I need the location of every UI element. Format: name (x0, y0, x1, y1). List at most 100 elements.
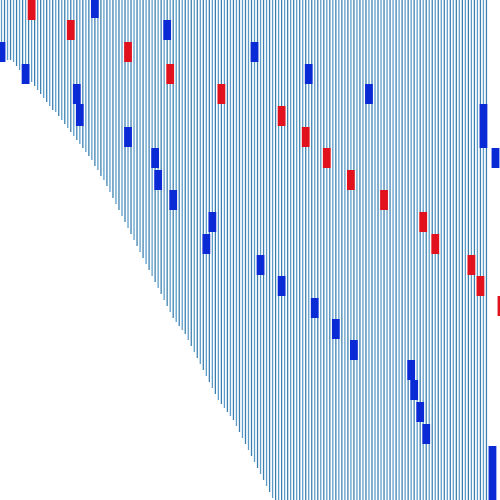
blue-marker (21, 64, 30, 84)
range-bar (130, 0, 132, 234)
range-bar (97, 0, 99, 170)
range-bar (365, 0, 367, 500)
range-bar (311, 0, 313, 500)
range-bar (12, 0, 15, 62)
range-bar (226, 0, 229, 412)
range-bar (443, 0, 445, 500)
blue-marker (410, 380, 419, 400)
range-bar (178, 0, 180, 326)
range-bar (353, 0, 355, 500)
range-bar (449, 0, 451, 500)
range-bar (241, 0, 244, 438)
red-marker (166, 64, 175, 84)
range-bar (440, 0, 442, 500)
range-bar (253, 0, 256, 462)
range-bar (142, 0, 144, 258)
range-bar (73, 0, 75, 136)
range-bar (238, 0, 241, 432)
range-bar (76, 0, 78, 140)
red-marker (431, 234, 440, 254)
range-bar (139, 0, 141, 252)
range-bar (250, 0, 253, 456)
red-marker (301, 127, 310, 147)
range-bar (70, 0, 72, 132)
range-bar (175, 0, 177, 322)
range-bar (392, 0, 394, 500)
range-bar (284, 0, 286, 500)
red-marker (497, 296, 500, 316)
range-bar (467, 0, 470, 500)
blue-marker (163, 20, 172, 40)
range-bar (277, 0, 280, 500)
range-bar (428, 0, 430, 500)
range-bar (112, 0, 114, 198)
range-bar (85, 0, 87, 152)
blue-marker (310, 298, 319, 318)
red-marker (322, 148, 331, 168)
range-bar (190, 0, 192, 346)
blue-marker (0, 42, 6, 62)
range-bar (290, 0, 292, 500)
range-bar (401, 0, 403, 500)
range-bar (187, 0, 189, 340)
blue-marker (416, 402, 425, 422)
range-bar (94, 0, 96, 166)
range-bar (184, 0, 186, 334)
range-bar (338, 0, 340, 500)
range-bar (61, 0, 63, 120)
range-bar (485, 0, 488, 500)
range-bar (452, 0, 454, 500)
range-bar (127, 0, 129, 228)
range-bar (395, 0, 397, 500)
range-bar (121, 0, 123, 216)
range-bar (115, 0, 117, 204)
range-bar (422, 0, 424, 500)
range-bar (217, 0, 220, 400)
range-bar (479, 0, 482, 500)
range-bar (296, 0, 298, 500)
range-bar (157, 0, 159, 288)
range-bar (103, 0, 105, 180)
range-bar (18, 0, 21, 70)
range-bar (256, 0, 259, 468)
red-marker (27, 0, 36, 20)
red-marker (380, 190, 388, 210)
range-bar (21, 0, 24, 72)
range-bar (262, 0, 265, 480)
blue-marker (350, 340, 358, 360)
range-bar (37, 0, 39, 90)
range-bar (344, 0, 346, 500)
range-bar (145, 0, 147, 264)
range-bar (458, 0, 460, 500)
red-marker (66, 20, 75, 40)
blue-marker (304, 64, 313, 84)
range-bar (404, 0, 406, 500)
range-bar (410, 0, 412, 500)
range-bar (15, 0, 18, 66)
range-bar (416, 0, 418, 500)
range-bar (455, 0, 457, 500)
range-bar (82, 0, 84, 148)
range-bar (202, 0, 204, 370)
range-bar (293, 0, 295, 500)
blue-marker (491, 148, 500, 168)
range-bar (268, 0, 271, 492)
blue-marker (331, 319, 340, 339)
range-bar (148, 0, 150, 270)
blue-marker (169, 190, 178, 210)
range-bar (223, 0, 226, 408)
range-bar (136, 0, 138, 246)
range-bar (40, 0, 42, 94)
range-bar (329, 0, 331, 500)
range-bar (30, 0, 33, 82)
range-bar (163, 0, 165, 300)
range-bar (79, 0, 81, 144)
red-marker (217, 84, 226, 104)
blue-marker (90, 0, 99, 18)
range-bar (109, 0, 111, 192)
blue-marker (154, 170, 163, 190)
range-bar (34, 0, 36, 86)
